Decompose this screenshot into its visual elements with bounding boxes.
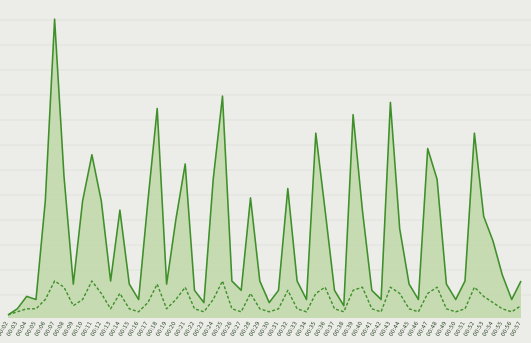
page: {"chart_data": {"type": "area", "categor… bbox=[0, 0, 531, 343]
chart: 00:0200:0300:0400:0500:0600:0700:0800:09… bbox=[0, 0, 531, 343]
